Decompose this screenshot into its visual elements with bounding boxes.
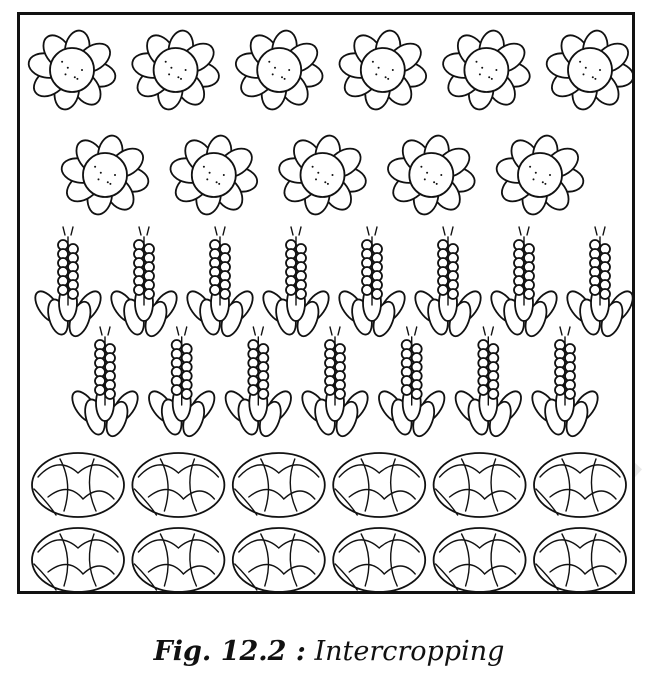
flower-plant <box>545 29 632 111</box>
flower-plant <box>495 134 585 216</box>
cabbage-plant <box>432 452 527 518</box>
cabbage-plant <box>31 527 125 591</box>
cabbage-plant <box>533 527 627 591</box>
intercropping-field <box>27 29 632 591</box>
spike-plant <box>566 226 632 338</box>
cabbage-plant <box>131 452 226 518</box>
figure-frame <box>17 12 635 594</box>
flower-plant <box>27 29 117 111</box>
spike-plant <box>186 226 254 338</box>
spike-plant <box>262 226 330 338</box>
spike-plant <box>378 326 446 438</box>
spike-plant <box>301 326 369 438</box>
figure-number: Fig. 12.2 : <box>153 636 306 667</box>
figure-caption: Fig. 12.2 : Intercropping <box>0 636 658 667</box>
flower-plant <box>169 134 259 216</box>
cabbage-plant <box>432 527 527 591</box>
cabbage-plant <box>131 527 226 591</box>
cabbage-plant <box>332 452 427 518</box>
spike-plant <box>148 326 216 438</box>
flower-plant <box>338 29 428 111</box>
cabbage-plant <box>231 452 326 518</box>
figure-title: Intercropping <box>314 636 505 667</box>
spike-plant <box>454 326 522 438</box>
spike-plant <box>531 326 599 438</box>
spike-plant <box>224 326 292 438</box>
flower-plant <box>234 29 324 111</box>
spike-plant <box>110 226 178 338</box>
spike-plant <box>338 226 406 338</box>
cabbage-plant <box>533 452 627 518</box>
flower-plant <box>442 29 531 111</box>
cabbage-plant <box>31 452 125 518</box>
cabbage-plant <box>332 527 427 591</box>
spike-plant <box>71 326 139 438</box>
spike-plant <box>490 226 558 338</box>
flower-plant <box>131 29 220 111</box>
flower-plant <box>278 134 367 216</box>
spike-plant <box>414 226 482 338</box>
spike-plant <box>34 226 102 338</box>
flower-plant <box>387 134 476 216</box>
flower-plant <box>60 134 150 216</box>
cabbage-plant <box>231 527 326 591</box>
